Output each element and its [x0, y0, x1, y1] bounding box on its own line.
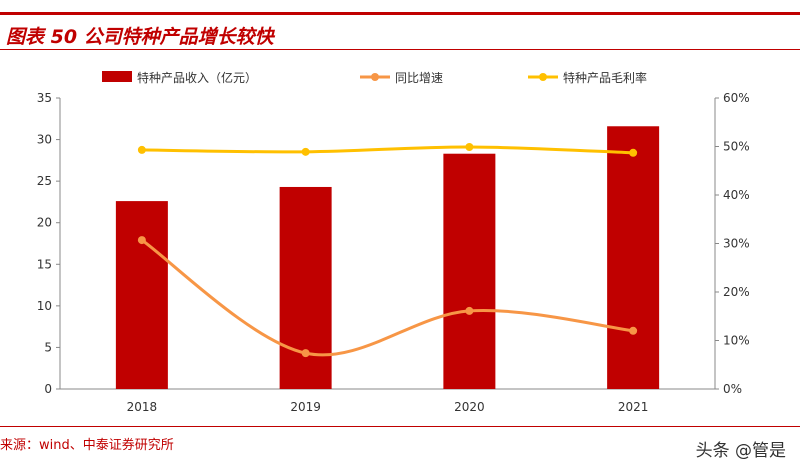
data-point [465, 142, 474, 151]
right-tick-label: 40% [723, 188, 750, 202]
right-tick-label: 60% [723, 91, 750, 105]
right-tick-label: 20% [723, 285, 750, 299]
top-rule [0, 12, 800, 15]
series-line [141, 238, 634, 357]
legend-swatch [102, 71, 132, 82]
left-tick-label: 15 [37, 257, 52, 271]
bar [443, 153, 496, 389]
x-tick-label: 2018 [127, 400, 158, 414]
data-point [137, 145, 146, 154]
source-note: 来源：wind、中泰证券研究所 [0, 438, 174, 453]
bar [115, 201, 168, 389]
left-tick-label: 20 [37, 216, 52, 230]
right-tick-label: 10% [723, 334, 750, 348]
left-tick-label: 0 [44, 382, 52, 396]
right-tick-label: 50% [723, 140, 750, 154]
legend-label: 特种产品毛利率 [563, 70, 647, 85]
legend-label: 特种产品收入（亿元） [137, 70, 257, 85]
legend-label: 同比增速 [395, 71, 443, 85]
title-rule [0, 49, 800, 50]
data-point [629, 148, 638, 157]
left-tick-label: 5 [44, 340, 52, 354]
data-point [301, 147, 310, 156]
x-tick-label: 2020 [454, 400, 485, 414]
data-point [301, 349, 310, 358]
data-point [465, 306, 474, 315]
series-line [141, 145, 634, 155]
x-tick-label: 2019 [290, 400, 321, 414]
x-tick-label: 2021 [618, 400, 649, 414]
left-tick-label: 10 [37, 299, 52, 313]
legend-marker [371, 73, 379, 81]
right-tick-label: 30% [723, 237, 750, 251]
left-tick-label: 30 [37, 133, 52, 147]
left-tick-label: 25 [37, 174, 52, 188]
bar [607, 126, 660, 390]
chart-title: 图表 50 公司特种产品增长较快 [6, 26, 274, 48]
data-point [137, 236, 146, 245]
watermark: 头条 @管是 [695, 441, 786, 461]
left-tick-label: 35 [37, 91, 52, 105]
data-point [629, 326, 638, 335]
right-tick-label: 0% [723, 382, 742, 396]
bottom-rule [0, 426, 800, 427]
legend-marker [539, 73, 547, 81]
bar [279, 186, 332, 389]
